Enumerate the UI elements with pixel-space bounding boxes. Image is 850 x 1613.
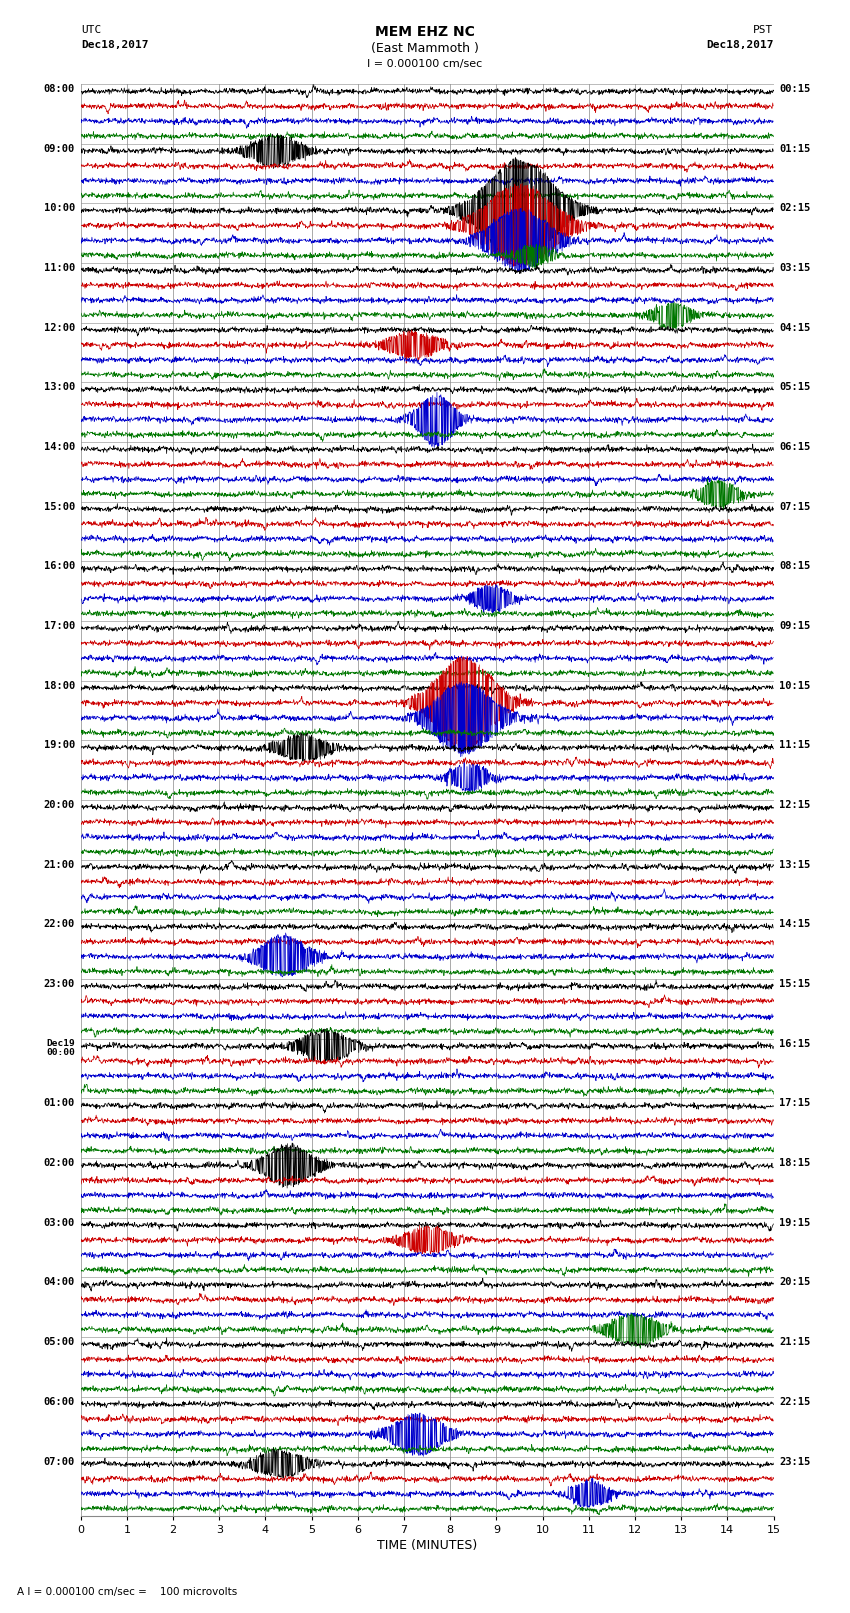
Text: 01:00: 01:00: [43, 1098, 75, 1108]
Text: 22:00: 22:00: [43, 919, 75, 929]
Text: 21:00: 21:00: [43, 860, 75, 869]
Text: 07:00: 07:00: [43, 1457, 75, 1466]
Text: 12:00: 12:00: [43, 323, 75, 332]
Text: 02:00: 02:00: [43, 1158, 75, 1168]
Text: 23:15: 23:15: [779, 1457, 811, 1466]
Text: 14:00: 14:00: [43, 442, 75, 452]
Text: 16:00: 16:00: [43, 561, 75, 571]
Text: 15:00: 15:00: [43, 502, 75, 511]
Text: Dec18,2017: Dec18,2017: [81, 40, 148, 50]
Text: 07:15: 07:15: [779, 502, 811, 511]
Text: Dec19
00:00: Dec19 00:00: [46, 1039, 75, 1058]
Text: 09:00: 09:00: [43, 144, 75, 153]
Text: 10:15: 10:15: [779, 681, 811, 690]
Text: I = 0.000100 cm/sec: I = 0.000100 cm/sec: [367, 60, 483, 69]
Text: 08:15: 08:15: [779, 561, 811, 571]
Text: 04:00: 04:00: [43, 1277, 75, 1287]
Text: 21:15: 21:15: [779, 1337, 811, 1347]
Text: UTC: UTC: [81, 26, 101, 35]
Text: 23:00: 23:00: [43, 979, 75, 989]
Text: Dec18,2017: Dec18,2017: [706, 40, 774, 50]
Text: 11:00: 11:00: [43, 263, 75, 273]
Text: 11:15: 11:15: [779, 740, 811, 750]
Text: 19:00: 19:00: [43, 740, 75, 750]
Text: 05:15: 05:15: [779, 382, 811, 392]
Text: 22:15: 22:15: [779, 1397, 811, 1407]
Text: 10:00: 10:00: [43, 203, 75, 213]
Text: 06:15: 06:15: [779, 442, 811, 452]
Text: 20:15: 20:15: [779, 1277, 811, 1287]
Text: 01:15: 01:15: [779, 144, 811, 153]
Text: (East Mammoth ): (East Mammoth ): [371, 42, 479, 55]
Text: 05:00: 05:00: [43, 1337, 75, 1347]
Text: 00:15: 00:15: [779, 84, 811, 94]
Text: 20:00: 20:00: [43, 800, 75, 810]
Text: 13:15: 13:15: [779, 860, 811, 869]
Text: 03:00: 03:00: [43, 1218, 75, 1227]
Text: PST: PST: [753, 26, 774, 35]
Text: 06:00: 06:00: [43, 1397, 75, 1407]
Text: 14:15: 14:15: [779, 919, 811, 929]
Text: 03:15: 03:15: [779, 263, 811, 273]
Text: 17:15: 17:15: [779, 1098, 811, 1108]
Text: 02:15: 02:15: [779, 203, 811, 213]
Text: 08:00: 08:00: [43, 84, 75, 94]
Text: 18:15: 18:15: [779, 1158, 811, 1168]
X-axis label: TIME (MINUTES): TIME (MINUTES): [377, 1539, 477, 1552]
Text: 13:00: 13:00: [43, 382, 75, 392]
Text: 15:15: 15:15: [779, 979, 811, 989]
Text: 19:15: 19:15: [779, 1218, 811, 1227]
Text: MEM EHZ NC: MEM EHZ NC: [375, 24, 475, 39]
Text: 16:15: 16:15: [779, 1039, 811, 1048]
Text: 04:15: 04:15: [779, 323, 811, 332]
Text: 18:00: 18:00: [43, 681, 75, 690]
Text: 09:15: 09:15: [779, 621, 811, 631]
Text: A I = 0.000100 cm/sec =    100 microvolts: A I = 0.000100 cm/sec = 100 microvolts: [17, 1587, 237, 1597]
Text: 17:00: 17:00: [43, 621, 75, 631]
Text: 12:15: 12:15: [779, 800, 811, 810]
